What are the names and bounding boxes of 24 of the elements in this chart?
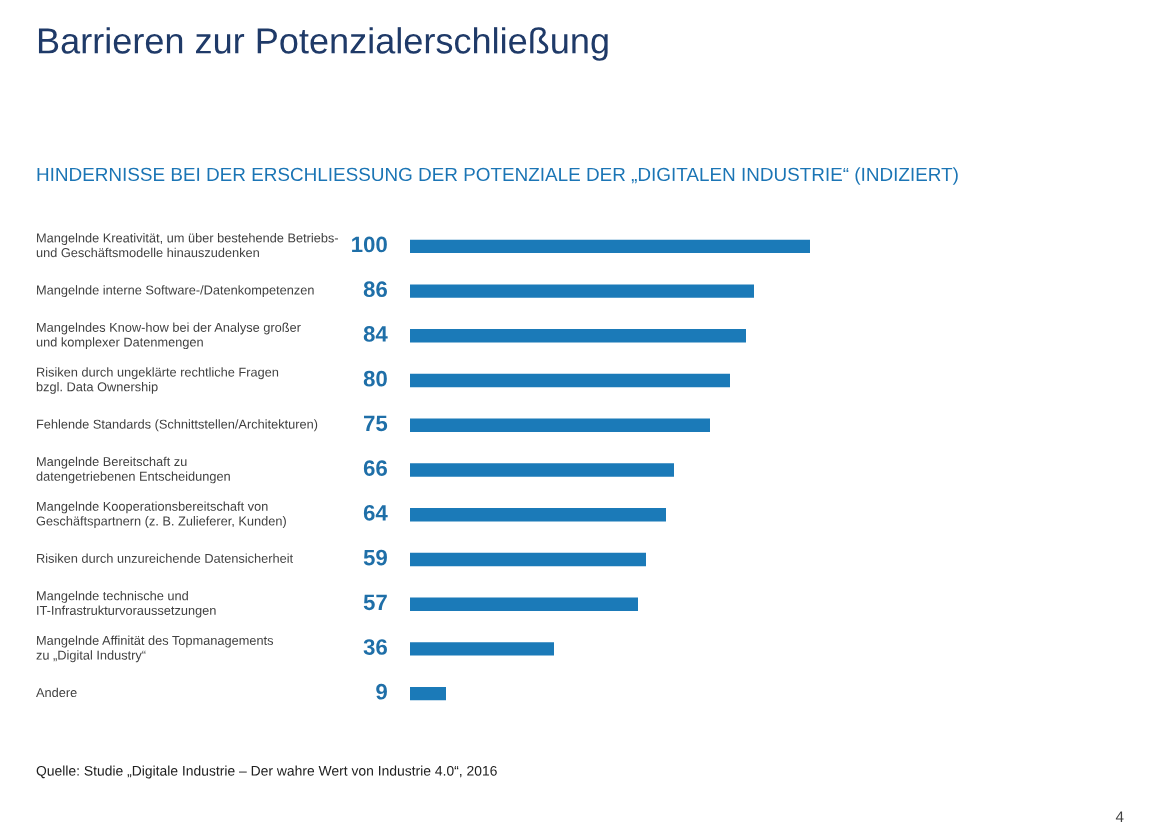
data-label: 64 bbox=[363, 504, 388, 521]
data-label: 75 bbox=[364, 415, 388, 432]
bar bbox=[410, 239, 810, 254]
bar bbox=[410, 686, 446, 701]
data-label: 66 bbox=[363, 460, 387, 476]
bar bbox=[410, 552, 646, 567]
bar bbox=[410, 597, 638, 611]
data-label: 80 bbox=[363, 370, 387, 387]
data-label: 57 bbox=[363, 594, 387, 611]
bar bbox=[410, 508, 666, 522]
chart-title: Barrieren zur Potenzialerschließung bbox=[38, 27, 608, 61]
data-label: 100 bbox=[352, 236, 387, 253]
bar bbox=[410, 642, 554, 656]
data-label: 36 bbox=[363, 639, 387, 655]
data-label: 84 bbox=[363, 326, 388, 342]
bar bbox=[410, 329, 746, 343]
data-label: 86 bbox=[363, 281, 387, 298]
bar bbox=[410, 373, 730, 388]
data-label: 9 bbox=[376, 683, 387, 700]
bar bbox=[410, 284, 754, 298]
bar bbox=[410, 463, 674, 477]
chart-subtitle: HINDERNISSE BEI DER ERSCHLIESSUNG DER POTENZIALE DER „DIGITALEN INDUSTRIE“ (INDIZIERT) bbox=[37, 167, 958, 185]
bar bbox=[410, 418, 710, 432]
data-label: 59 bbox=[363, 549, 387, 566]
